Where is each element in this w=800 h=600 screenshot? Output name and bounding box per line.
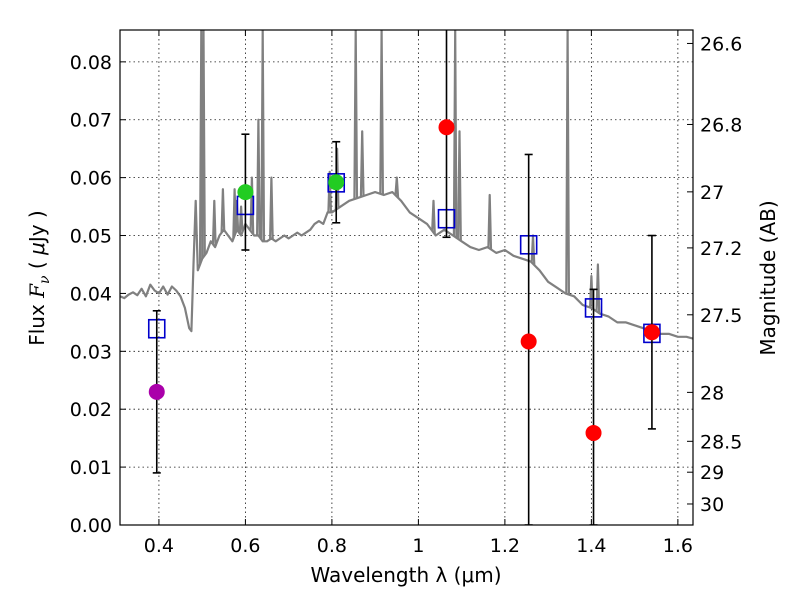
y-axis-label: Flux Fν ( μJy ) xyxy=(25,210,53,346)
emission-line-spike xyxy=(565,30,571,295)
emission-line-spike xyxy=(379,30,384,195)
emission-line-spike xyxy=(353,30,359,200)
emission-line-spike xyxy=(359,130,365,197)
y-tick-label: 0.04 xyxy=(70,283,112,305)
emission-line-spike xyxy=(530,234,536,266)
observed-flux-point xyxy=(520,333,537,350)
x-tick-label: 1.6 xyxy=(663,535,693,557)
observed-flux-point xyxy=(148,383,165,400)
x-tick-label: 1.4 xyxy=(576,535,606,557)
emission-line-spike xyxy=(457,130,462,241)
grid xyxy=(120,30,693,526)
emission-line-spike xyxy=(249,176,255,235)
emission-line-spike xyxy=(269,176,274,240)
observed-flux-point xyxy=(585,424,602,441)
mag-tick-label: 27 xyxy=(700,182,724,204)
emission-line-spike xyxy=(220,188,226,233)
y-tick-label: 0.05 xyxy=(70,226,112,248)
emission-line-spike xyxy=(256,118,261,238)
y-tick-label: 0.02 xyxy=(70,399,112,421)
y-tick-label: 0.03 xyxy=(70,341,112,363)
plot-area xyxy=(120,30,693,525)
y-tick-label: 0.01 xyxy=(70,457,112,479)
y-tick-label: 0.00 xyxy=(70,515,112,537)
x-tick-label: 0.4 xyxy=(144,535,174,557)
y2-axis-label: Magnitude (AB) xyxy=(756,200,780,355)
mag-tick-label: 27.2 xyxy=(700,238,742,260)
observed-flux-point xyxy=(643,324,660,341)
mag-tick-label: 28 xyxy=(700,382,724,404)
x-tick-label: 1 xyxy=(412,535,424,557)
plot-frame xyxy=(119,29,694,526)
observed-flux-point xyxy=(328,174,345,191)
emission-line-spike xyxy=(211,199,217,246)
emission-line-spike xyxy=(452,30,458,238)
mag-tick-label: 26.8 xyxy=(700,114,742,136)
x-axis-label: Wavelength λ (μm) xyxy=(310,563,501,587)
mag-tick-label: 26.6 xyxy=(700,33,742,55)
observed-flux-point xyxy=(438,119,455,136)
mag-tick-label: 30 xyxy=(700,494,724,516)
axis-ticks: 0.4 0.6 0.8 1 1.2 1.4 1.6 0.00 0.01 0.02 0.03 0.04 0… xyxy=(70,30,742,557)
emission-line-spike xyxy=(394,176,400,198)
y-tick-label: 0.07 xyxy=(70,110,112,132)
observed-flux-point xyxy=(237,184,254,201)
emission-line-spike xyxy=(487,193,493,250)
mag-tick-label: 29 xyxy=(700,462,724,484)
emission-line-spike xyxy=(327,170,333,213)
mag-tick-label: 28.5 xyxy=(700,431,742,453)
emission-line-spike xyxy=(589,275,594,309)
model-sed-line xyxy=(120,191,693,340)
emission-line-spike xyxy=(260,30,266,242)
emission-line-spike xyxy=(595,263,601,314)
y-tick-label: 0.08 xyxy=(70,52,112,74)
emission-line-spike xyxy=(201,30,206,259)
x-tick-label: 0.6 xyxy=(230,535,260,557)
mag-tick-label: 27.5 xyxy=(700,305,742,327)
emission-line-spike xyxy=(431,199,436,235)
y-tick-label: 0.06 xyxy=(70,168,112,190)
emission-line-spike xyxy=(238,205,244,234)
x-tick-label: 0.8 xyxy=(317,535,347,557)
x-tick-label: 1.2 xyxy=(490,535,520,557)
